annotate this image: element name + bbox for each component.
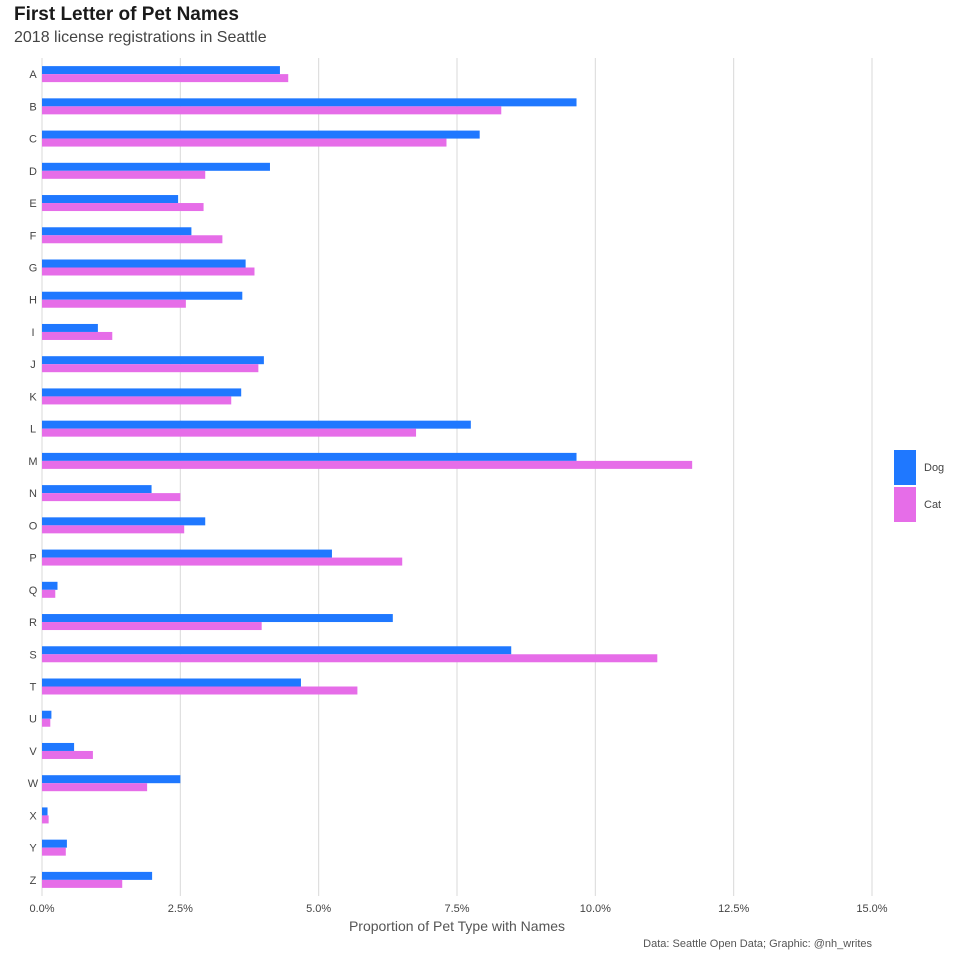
y-tick-label: S (29, 649, 36, 661)
bar-dog-j (42, 356, 264, 365)
bar-dog-z (42, 871, 153, 880)
legend: Dog Cat (894, 449, 944, 523)
bar-dog-m (42, 452, 577, 461)
bar-dog-f (42, 227, 192, 236)
bar-cat-v (42, 750, 93, 759)
legend-label-cat: Cat (924, 498, 942, 511)
bar-dog-y (42, 839, 67, 848)
bar-cat-n (42, 493, 181, 502)
bar-dog-p (42, 549, 332, 558)
bar-cat-q (42, 589, 56, 598)
bar-dog-x (42, 807, 48, 816)
x-tick-label: 12.5% (718, 903, 749, 915)
bar-dog-k (42, 388, 242, 397)
y-tick-label: U (29, 714, 37, 726)
y-tick-label: B (29, 101, 36, 113)
bar-dog-l (42, 420, 471, 429)
chart-subtitle: 2018 license registrations in Seattle (14, 29, 267, 46)
y-tick-label: E (29, 198, 36, 210)
y-tick-label: J (30, 359, 36, 371)
bar-cat-o (42, 525, 185, 534)
y-tick-label: K (29, 391, 37, 403)
bar-cat-z (42, 879, 123, 888)
bar-cat-e (42, 203, 204, 212)
bar-dog-n (42, 485, 152, 494)
y-tick-label: N (29, 488, 37, 500)
x-axis-title: Proportion of Pet Type with Names (349, 918, 565, 934)
bar-dog-w (42, 775, 181, 784)
bar-cat-j (42, 364, 259, 373)
bar-dog-d (42, 162, 270, 171)
legend-item-dog: Dog (894, 449, 944, 486)
bar-cat-d (42, 170, 206, 179)
bar-dog-s (42, 646, 512, 655)
x-tick-label: 0.0% (29, 903, 54, 915)
bar-dog-e (42, 195, 179, 204)
bar-dog-t (42, 678, 301, 687)
chart-caption: Data: Seattle Open Data; Graphic: @nh_wr… (643, 938, 872, 950)
bar-dog-c (42, 130, 480, 139)
y-tick-label: H (29, 295, 37, 307)
legend-key-cat (894, 487, 916, 522)
y-tick-label: T (30, 682, 37, 694)
bar-cat-h (42, 299, 186, 308)
bar-cat-g (42, 267, 255, 276)
y-tick-label: X (29, 810, 37, 822)
bar-cat-y (42, 847, 66, 856)
bar-cat-s (42, 654, 658, 663)
y-tick-label: Q (29, 585, 38, 597)
bar-cat-p (42, 557, 403, 566)
chart-title: First Letter of Pet Names (14, 4, 239, 25)
y-tick-label: G (29, 263, 38, 275)
y-tick-label: R (29, 617, 37, 629)
bar-cat-r (42, 622, 262, 631)
x-tick-label: 15.0% (856, 903, 887, 915)
bar-dog-o (42, 517, 206, 526)
bar-cat-t (42, 686, 358, 695)
bar-cat-k (42, 396, 232, 405)
y-tick-label: A (29, 69, 37, 81)
bar-dog-u (42, 710, 52, 719)
bar-dog-b (42, 98, 577, 107)
bar-dog-g (42, 259, 246, 268)
x-tick-label: 2.5% (168, 903, 193, 915)
y-tick-label: D (29, 166, 37, 178)
bar-dog-a (42, 66, 280, 75)
bar-cat-w (42, 783, 148, 792)
bar-cat-u (42, 718, 51, 727)
y-tick-label: P (29, 553, 36, 565)
x-tick-label: 5.0% (306, 903, 331, 915)
y-tick-label: Y (29, 843, 37, 855)
bar-cat-l (42, 428, 417, 437)
y-tick-label: V (29, 746, 37, 758)
bar-dog-i (42, 323, 98, 332)
y-tick-label: L (30, 424, 36, 436)
y-tick-label: O (29, 520, 38, 532)
legend-key-dog (894, 450, 916, 485)
y-tick-label: F (30, 230, 37, 242)
legend-item-cat: Cat (894, 486, 944, 523)
y-tick-label: Z (30, 875, 37, 887)
bar-cat-b (42, 106, 502, 115)
bar-dog-v (42, 742, 75, 751)
bar-cat-m (42, 460, 693, 469)
y-tick-label: M (28, 456, 37, 468)
y-tick-label: W (28, 778, 39, 790)
bar-dog-q (42, 581, 58, 590)
bar-dog-h (42, 291, 243, 300)
bar-dog-r (42, 614, 393, 623)
bar-cat-i (42, 331, 113, 340)
x-tick-label: 10.0% (580, 903, 611, 915)
bar-cat-a (42, 74, 289, 83)
legend-label-dog: Dog (924, 461, 945, 474)
y-tick-label: C (29, 134, 37, 146)
y-tick-label: I (31, 327, 34, 339)
bar-cat-c (42, 138, 447, 147)
x-tick-label: 7.5% (444, 903, 469, 915)
bar-cat-x (42, 815, 49, 824)
bar-cat-f (42, 235, 223, 244)
